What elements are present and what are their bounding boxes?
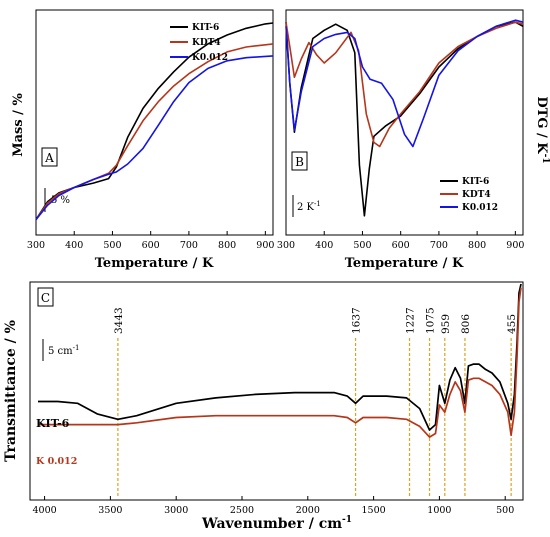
panel-b-series (285, 19, 524, 217)
panel-a-series-kit-6 (35, 22, 274, 221)
panel-c-xlabel: Wavenumber / cm-1 (201, 515, 352, 532)
panel-c-x-tick-label: 1000 (427, 505, 451, 516)
panel-b-series-kdt4 (285, 21, 524, 148)
panel-b-letter: B (295, 155, 304, 169)
panel-c-x-tick-label: 2000 (296, 505, 320, 516)
panel-c-series-labels: KIT-6 K 0.012 (36, 417, 77, 467)
panel-a-x-tick-label: 900 (256, 240, 274, 251)
panel-c-peak-label: 455 (506, 314, 518, 334)
panel-a-x-tick-label: 400 (65, 240, 83, 251)
panel-b-x-tick-label: 700 (430, 240, 448, 251)
panel-c: Transmittance / % Wavenumber / cm-1 C 5 … (3, 281, 524, 532)
panel-c-frame (29, 281, 524, 501)
panel-b-x-tick-label: 600 (392, 240, 410, 251)
panel-c-letter-box (37, 287, 54, 307)
panel-a-legend-label-kdt4: KDT4 (192, 38, 221, 48)
panel-c-x-tick-label: 3500 (98, 505, 122, 516)
panel-c-x-tick-label: 4000 (32, 505, 56, 516)
panel-c-series-kit-6 (38, 283, 522, 431)
panel-a-legend-label-kit-6: KIT-6 (192, 23, 219, 33)
panel-b-x-tick-label: 500 (353, 240, 371, 251)
panel-a-x-tick-label: 500 (103, 240, 121, 251)
panel-a-series (35, 22, 274, 221)
panel-a-x-axis: 300 400 500 600 700 800 900 (27, 231, 274, 251)
panel-c-series-k-0-012 (38, 287, 522, 438)
panel-b-x-tick-label: 400 (315, 240, 333, 251)
panel-a-frame (35, 9, 274, 236)
panel-b-x-tick-label: 300 (277, 240, 295, 251)
panel-b-ylabel: DTG / K-1 (534, 96, 550, 163)
panel-b-scale-label: 2 K-1 (297, 200, 321, 213)
panel-a-legend-label-k0-012: K0.012 (192, 53, 228, 63)
panel-a-letter: A (44, 151, 54, 165)
panel-a-scale-label: 5 % (51, 195, 70, 206)
panel-b-legend: KIT-6 KDT4 K0.012 (440, 177, 498, 213)
panel-c-ylabel: Transmittance / % (3, 320, 19, 462)
panel-a-ylabel: Mass / % (11, 93, 26, 157)
panel-c-x-tick-label: 1500 (362, 505, 386, 516)
panel-c-peak-label: 806 (460, 314, 472, 334)
panel-b-x-axis: 300 400 500 600 700 800 900 (277, 231, 524, 251)
panel-b-legend-label-kdt4: KDT4 (462, 190, 491, 200)
panel-b-legend-label-kit-6: KIT-6 (462, 177, 489, 187)
panel-a-x-tick-label: 700 (180, 240, 198, 251)
panel-c-peak-markers: 3443 1637 1227 1075 959 806 455 (113, 307, 518, 498)
panel-b-x-tick-label: 900 (506, 240, 524, 251)
panel-c-x-tick-label: 500 (496, 505, 514, 516)
panel-a-legend: KIT-6 KDT4 K0.012 (170, 23, 228, 63)
panel-c-peak-label: 1075 (425, 307, 437, 334)
panel-b-legend-label-k0-012: K0.012 (462, 203, 498, 213)
panel-a: Mass / % Temperature / K A 5 % 300 400 500… (11, 9, 274, 271)
panel-b-frame (285, 9, 524, 236)
panel-c-letter: C (41, 291, 50, 305)
panel-c-x-tick-label: 2500 (230, 505, 254, 516)
panel-c-peak-label: 959 (440, 314, 452, 334)
panel-c-peak-label: 3443 (113, 307, 125, 334)
panel-a-x-tick-label: 800 (218, 240, 236, 251)
panel-c-series (38, 283, 522, 438)
panel-a-xlabel: Temperature / K (95, 256, 214, 271)
panel-b-letter-box (291, 151, 308, 171)
panel-b: DTG / K-1 Temperature / K B 2 K-1 300 400… (277, 9, 550, 271)
panel-b-xlabel: Temperature / K (345, 256, 464, 271)
panel-c-peak-label: 1637 (351, 307, 363, 334)
panel-c-x-axis: 4000 3500 3000 2500 2000 1500 1000 500 (32, 496, 514, 516)
panel-b-series-k0-012 (285, 19, 524, 148)
panel-b-series-kit-6 (285, 21, 524, 217)
panel-c-series-label-kit-6: KIT-6 (36, 417, 70, 430)
panel-a-x-tick-label: 300 (27, 240, 45, 251)
panel-a-x-tick-label: 600 (142, 240, 160, 251)
panel-c-series-label-k-0-012: K 0.012 (36, 456, 77, 467)
panel-a-series-k0-012 (35, 55, 274, 221)
panel-c-x-tick-label: 3000 (164, 505, 188, 516)
panel-c-scale-label: 5 cm-1 (48, 344, 79, 357)
panel-b-x-tick-label: 800 (468, 240, 486, 251)
panel-a-letter-box (41, 147, 58, 167)
panel-c-peak-label: 1227 (405, 307, 417, 334)
